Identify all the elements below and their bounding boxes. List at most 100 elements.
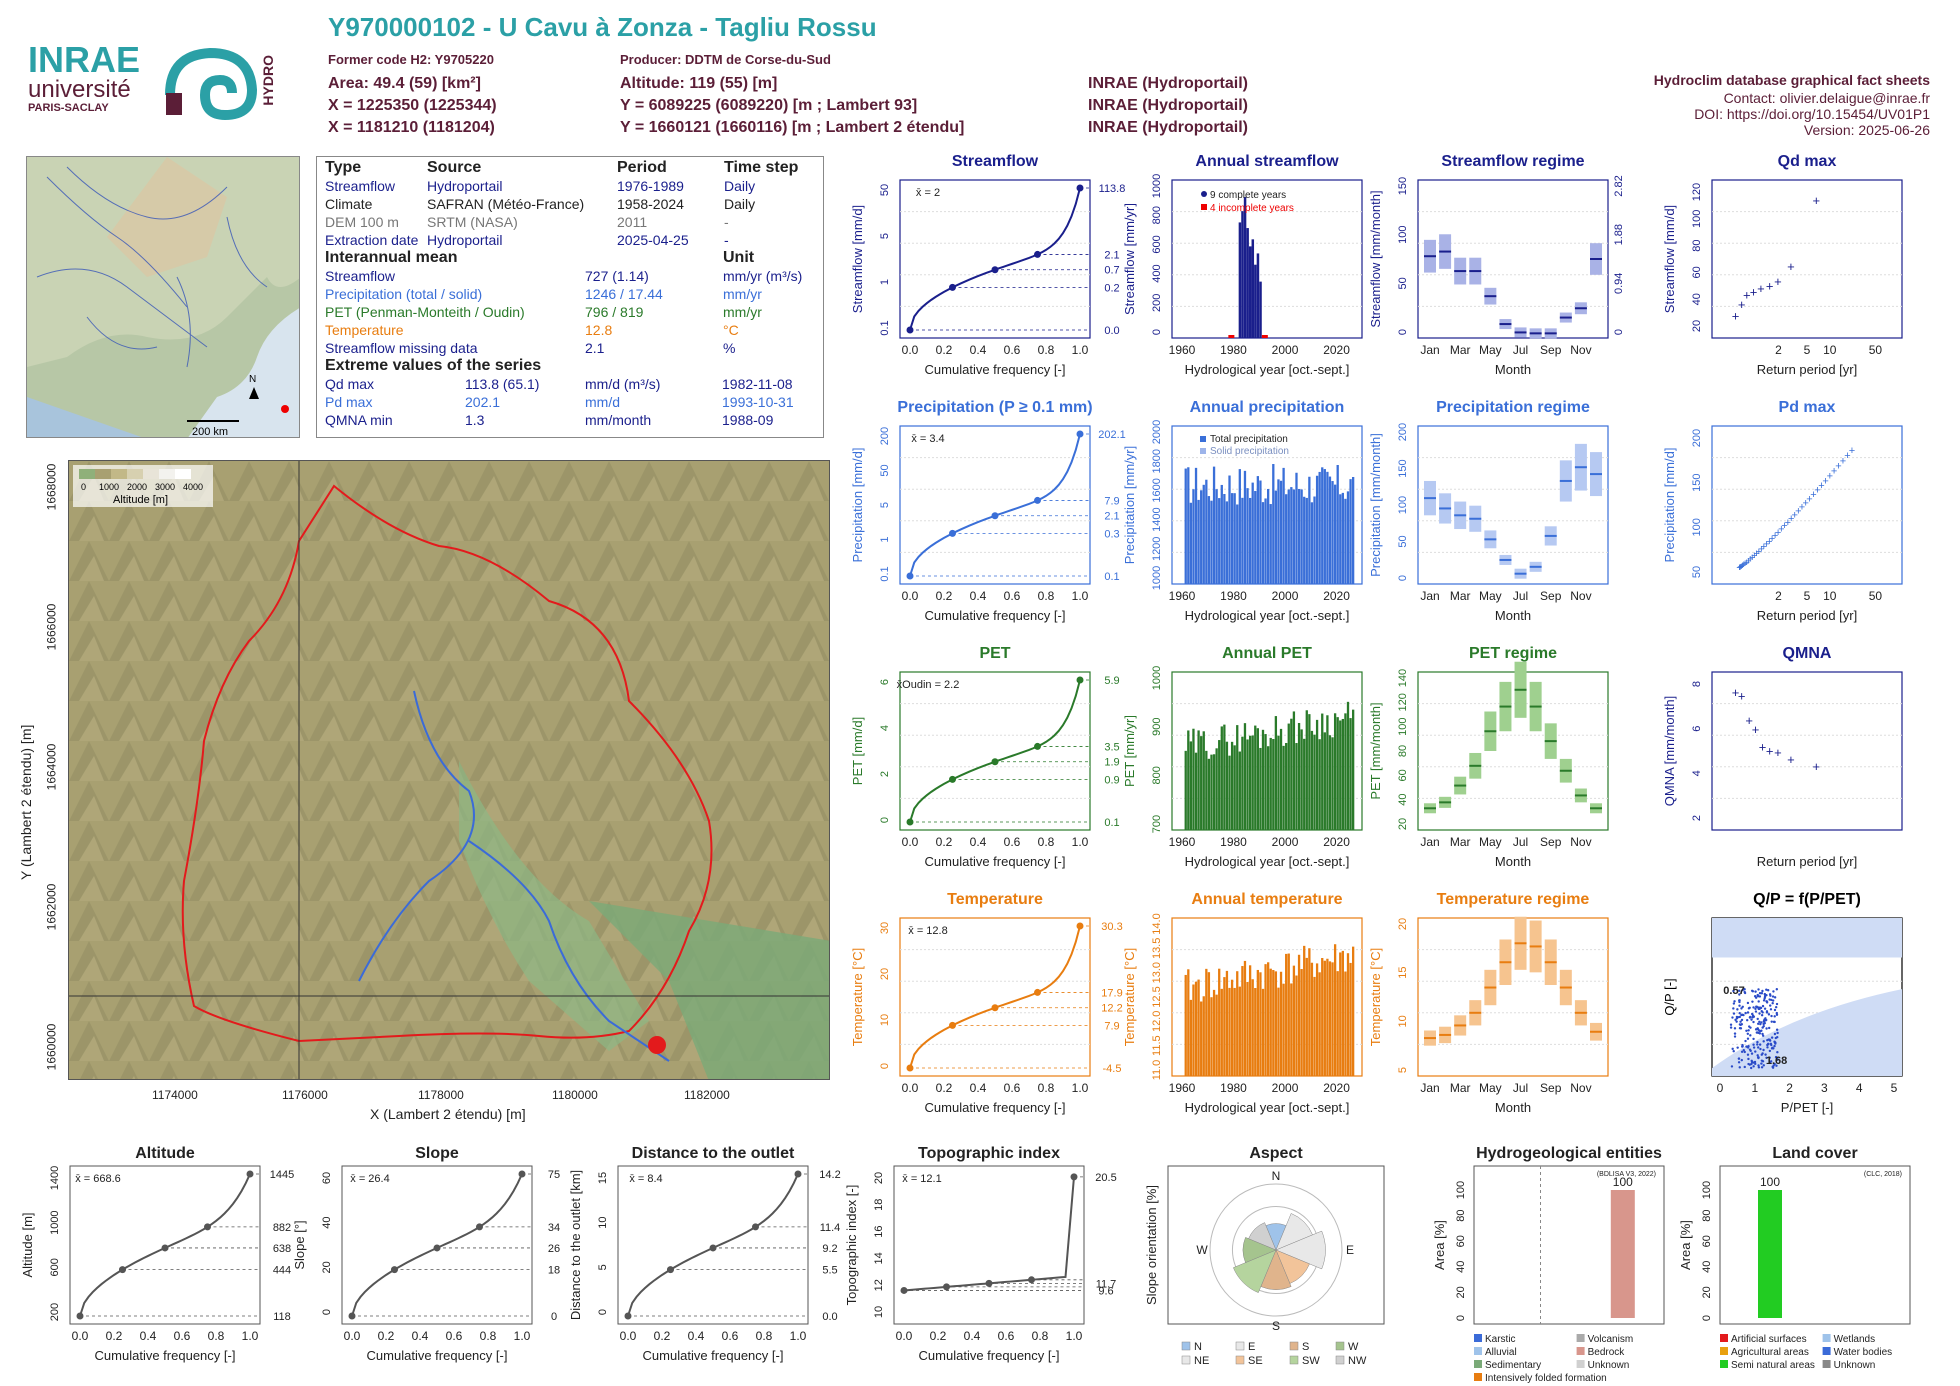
y-tick-label: 1 xyxy=(879,536,891,542)
chart-title-landcover: Land cover xyxy=(1772,1145,1857,1162)
info-head-period: Period xyxy=(617,159,667,176)
doi[interactable]: DOI: https://doi.org/10.15454/UV01P1 xyxy=(1694,106,1930,122)
cdf-point xyxy=(518,1170,526,1178)
bar xyxy=(1326,958,1329,1076)
chart-title-qmna: QMNA xyxy=(1783,645,1832,662)
regime-box xyxy=(1439,493,1452,524)
qp-point xyxy=(1767,1043,1770,1046)
bar xyxy=(1336,465,1339,584)
y-tick-label: 1000 xyxy=(49,1210,61,1234)
x-tick-label: 0.2 xyxy=(936,343,953,357)
contact[interactable]: Contact: olivier.delaigue@inrae.fr xyxy=(1723,90,1930,106)
cdf-point xyxy=(1076,676,1084,684)
aspect-legend-swatch xyxy=(1181,1355,1191,1365)
right-tick-label: 3.5 xyxy=(1104,741,1119,753)
qp-point xyxy=(1775,1013,1779,1016)
qp-point xyxy=(1756,1040,1759,1044)
bar xyxy=(1254,491,1257,584)
qp-point xyxy=(1751,1014,1755,1017)
bar xyxy=(1200,736,1203,830)
qp-point xyxy=(1741,1045,1744,1048)
chart-group-landcover: Land cover Area [%] (CLC, 2018) 0 20 40 60 80 10… xyxy=(1678,1145,1911,1371)
bar xyxy=(1349,479,1352,584)
cdf-point xyxy=(1034,496,1041,504)
cdf-point xyxy=(1034,742,1041,750)
freq-point: + xyxy=(1799,502,1805,514)
legend-label-landcover: Wetlands xyxy=(1834,1334,1876,1345)
y-axis-label-annual_temp: Temperature [°C] xyxy=(1122,948,1137,1046)
y-tick-label: 100 xyxy=(1397,717,1409,735)
cdf-point xyxy=(119,1266,126,1274)
right-tick-label: 0.3 xyxy=(1104,528,1119,540)
unit-title: Unit xyxy=(723,249,755,266)
y-tick-label: 0 xyxy=(879,1063,891,1069)
qp-point xyxy=(1743,987,1746,991)
x-tick-label: 0.2 xyxy=(106,1329,123,1343)
qp-point xyxy=(1742,1013,1745,1017)
x-axis-label-precip_cdf: Cumulative frequency [-] xyxy=(925,608,1066,623)
map-xtick: 1178000 xyxy=(418,1088,464,1102)
inter-cell: Streamflow missing data xyxy=(325,340,478,356)
qp-point xyxy=(1731,1016,1734,1019)
qp-point xyxy=(1769,1004,1772,1007)
qp-point xyxy=(1733,1032,1737,1035)
chart-title-temp_regime: Temperature regime xyxy=(1437,891,1590,908)
y-lambert2e: Y = 1660121 (1660116) [m ; Lambert 2 éte… xyxy=(620,119,965,136)
qp-point xyxy=(1760,1014,1764,1017)
qp-point xyxy=(1732,1012,1736,1015)
ext-cell: mm/d (m³/s) xyxy=(585,376,661,392)
x-tick-label: 0.8 xyxy=(1038,1081,1055,1095)
aspect-legend-swatch xyxy=(1235,1355,1245,1365)
right-tick-label: 1445 xyxy=(270,1169,294,1181)
chart-group-distance_cdf: Distance to the outlet Distance to the ou… xyxy=(568,1145,841,1363)
cdf-point xyxy=(624,1312,632,1320)
aspect-legend-label: N xyxy=(1194,1341,1202,1353)
qp-point xyxy=(1758,1006,1762,1009)
info-cell: 1958-2024 xyxy=(617,196,684,212)
qp-point xyxy=(1773,1040,1776,1043)
bar xyxy=(1207,496,1211,584)
x-tick-label: Jan xyxy=(1420,343,1439,357)
ext-cell: mm/month xyxy=(585,412,652,428)
regime-box xyxy=(1514,568,1527,579)
qp-point xyxy=(1770,1047,1774,1050)
cdf-point xyxy=(906,572,914,580)
y-tick-label: 1000 xyxy=(1151,174,1163,198)
qp-point xyxy=(1732,1007,1735,1010)
x-tick-label: 1.0 xyxy=(514,1329,531,1343)
y-tick-label: 0.1 xyxy=(879,320,891,335)
bar xyxy=(1230,493,1234,584)
x-tick-label: 5 xyxy=(1891,1081,1898,1095)
qp-point xyxy=(1769,1042,1773,1046)
regime-box xyxy=(1454,501,1467,530)
chart-group-topo_cdf: Topographic index Topographic index [-] Cu… xyxy=(844,1145,1117,1363)
bar xyxy=(1282,745,1285,830)
qp-point xyxy=(1743,991,1747,995)
qp-point xyxy=(1756,1031,1760,1034)
y-tick-label: 50 xyxy=(879,184,891,196)
legend-label-hydrogeo: Sedimentary xyxy=(1485,1360,1541,1371)
bar xyxy=(1285,953,1288,1076)
qp-point xyxy=(1748,1063,1752,1066)
rose-sector xyxy=(1265,1223,1287,1251)
map-xtick: 1180000 xyxy=(552,1088,598,1102)
bar xyxy=(1339,720,1342,830)
freq-point: + xyxy=(1758,544,1764,556)
qp-point xyxy=(1750,989,1754,993)
chart-frame-precip_regime xyxy=(1417,425,1609,585)
y-tick-label: 50 xyxy=(1691,566,1703,578)
y-tick-label: 50 xyxy=(879,464,891,476)
x-axis-label-streamflow_cdf: Cumulative frequency [-] xyxy=(925,362,1066,377)
chart-group-temp_cdf: Temperature Temperature [°C] Cumulative fr… xyxy=(850,891,1123,1115)
regime-box xyxy=(1439,1026,1452,1044)
source-note-hydrogeo: (BDLISA V3, 2022) xyxy=(1597,1171,1656,1178)
qp-point xyxy=(1751,1000,1754,1003)
y-tick-label: 60 xyxy=(1397,769,1409,781)
legend-tick: 0 xyxy=(81,482,86,492)
bar xyxy=(1251,239,1255,338)
right-tick-label: 9.6 xyxy=(1098,1285,1113,1297)
bar xyxy=(1210,500,1213,584)
bar xyxy=(1223,493,1226,584)
chart-frame-streamflow_cdf xyxy=(899,179,1091,339)
map-xtick: 1174000 xyxy=(152,1088,198,1102)
